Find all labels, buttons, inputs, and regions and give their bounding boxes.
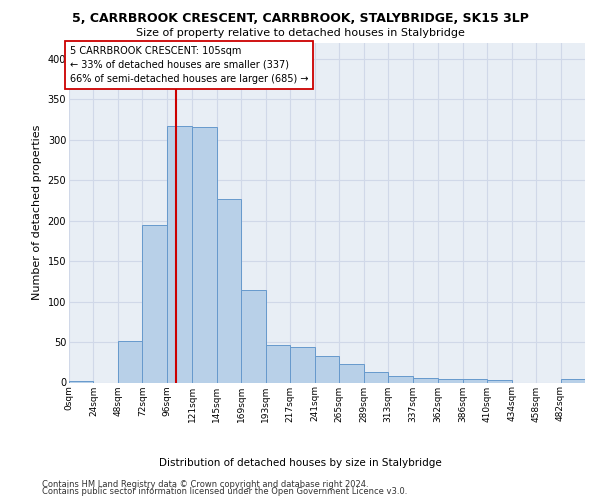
Bar bbox=[339, 364, 364, 382]
Text: Distribution of detached houses by size in Stalybridge: Distribution of detached houses by size … bbox=[158, 458, 442, 468]
Text: Contains public sector information licensed under the Open Government Licence v3: Contains public sector information licen… bbox=[42, 487, 407, 496]
Text: Size of property relative to detached houses in Stalybridge: Size of property relative to detached ho… bbox=[136, 28, 464, 38]
Bar bbox=[315, 356, 339, 382]
Bar bbox=[69, 381, 94, 382]
Text: 5 CARRBROOK CRESCENT: 105sqm
← 33% of detached houses are smaller (337)
66% of s: 5 CARRBROOK CRESCENT: 105sqm ← 33% of de… bbox=[70, 46, 308, 84]
Bar bbox=[487, 380, 512, 382]
Bar bbox=[118, 341, 142, 382]
Bar bbox=[142, 224, 167, 382]
Bar bbox=[388, 376, 413, 382]
Bar bbox=[217, 198, 241, 382]
Bar bbox=[266, 346, 290, 383]
Bar bbox=[364, 372, 388, 382]
Y-axis label: Number of detached properties: Number of detached properties bbox=[32, 125, 42, 300]
Bar bbox=[463, 380, 487, 382]
Bar bbox=[241, 290, 266, 382]
Bar bbox=[193, 128, 217, 382]
Text: Contains HM Land Registry data © Crown copyright and database right 2024.: Contains HM Land Registry data © Crown c… bbox=[42, 480, 368, 489]
Bar bbox=[413, 378, 438, 382]
Bar bbox=[560, 380, 585, 382]
Text: 5, CARRBROOK CRESCENT, CARRBROOK, STALYBRIDGE, SK15 3LP: 5, CARRBROOK CRESCENT, CARRBROOK, STALYB… bbox=[71, 12, 529, 26]
Bar bbox=[438, 380, 463, 382]
Bar bbox=[167, 126, 193, 382]
Bar bbox=[290, 347, 315, 382]
